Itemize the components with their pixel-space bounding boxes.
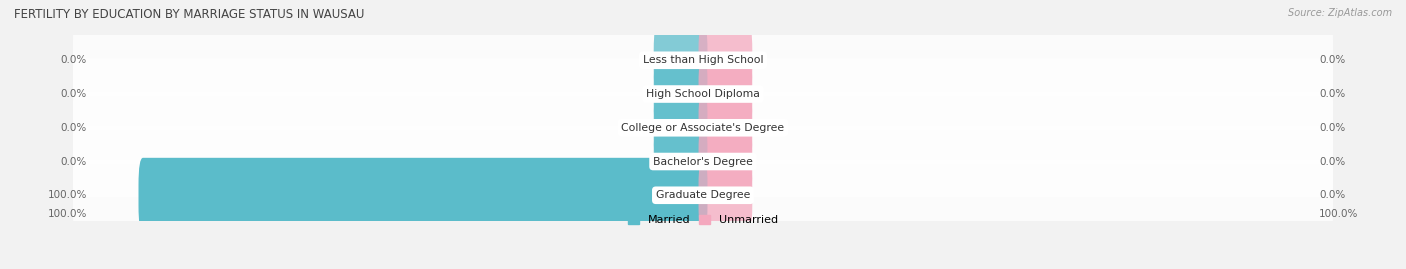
Text: High School Diploma: High School Diploma (647, 89, 759, 99)
Text: 0.0%: 0.0% (1319, 89, 1346, 99)
Legend: Married, Unmarried: Married, Unmarried (623, 211, 783, 230)
Text: 0.0%: 0.0% (60, 157, 87, 167)
FancyBboxPatch shape (654, 124, 707, 199)
FancyBboxPatch shape (699, 158, 752, 233)
Text: 100.0%: 100.0% (1319, 209, 1358, 219)
FancyBboxPatch shape (699, 23, 752, 98)
Text: 0.0%: 0.0% (60, 89, 87, 99)
Text: 100.0%: 100.0% (48, 190, 87, 200)
Text: FERTILITY BY EDUCATION BY MARRIAGE STATUS IN WAUSAU: FERTILITY BY EDUCATION BY MARRIAGE STATU… (14, 8, 364, 21)
FancyBboxPatch shape (699, 90, 752, 165)
FancyBboxPatch shape (654, 23, 707, 98)
Text: 0.0%: 0.0% (1319, 123, 1346, 133)
Text: College or Associate's Degree: College or Associate's Degree (621, 123, 785, 133)
FancyBboxPatch shape (73, 160, 1333, 231)
Text: 0.0%: 0.0% (1319, 190, 1346, 200)
Text: Bachelor's Degree: Bachelor's Degree (652, 157, 754, 167)
FancyBboxPatch shape (699, 124, 752, 199)
Text: 0.0%: 0.0% (60, 55, 87, 65)
Text: Less than High School: Less than High School (643, 55, 763, 65)
Text: 100.0%: 100.0% (48, 209, 87, 219)
FancyBboxPatch shape (139, 158, 707, 233)
Text: Graduate Degree: Graduate Degree (655, 190, 751, 200)
Text: 0.0%: 0.0% (1319, 157, 1346, 167)
FancyBboxPatch shape (73, 92, 1333, 164)
FancyBboxPatch shape (73, 24, 1333, 96)
FancyBboxPatch shape (73, 58, 1333, 130)
Text: 0.0%: 0.0% (1319, 55, 1346, 65)
Text: Source: ZipAtlas.com: Source: ZipAtlas.com (1288, 8, 1392, 18)
FancyBboxPatch shape (73, 126, 1333, 197)
FancyBboxPatch shape (654, 56, 707, 132)
FancyBboxPatch shape (699, 56, 752, 132)
Text: 0.0%: 0.0% (60, 123, 87, 133)
FancyBboxPatch shape (654, 90, 707, 165)
